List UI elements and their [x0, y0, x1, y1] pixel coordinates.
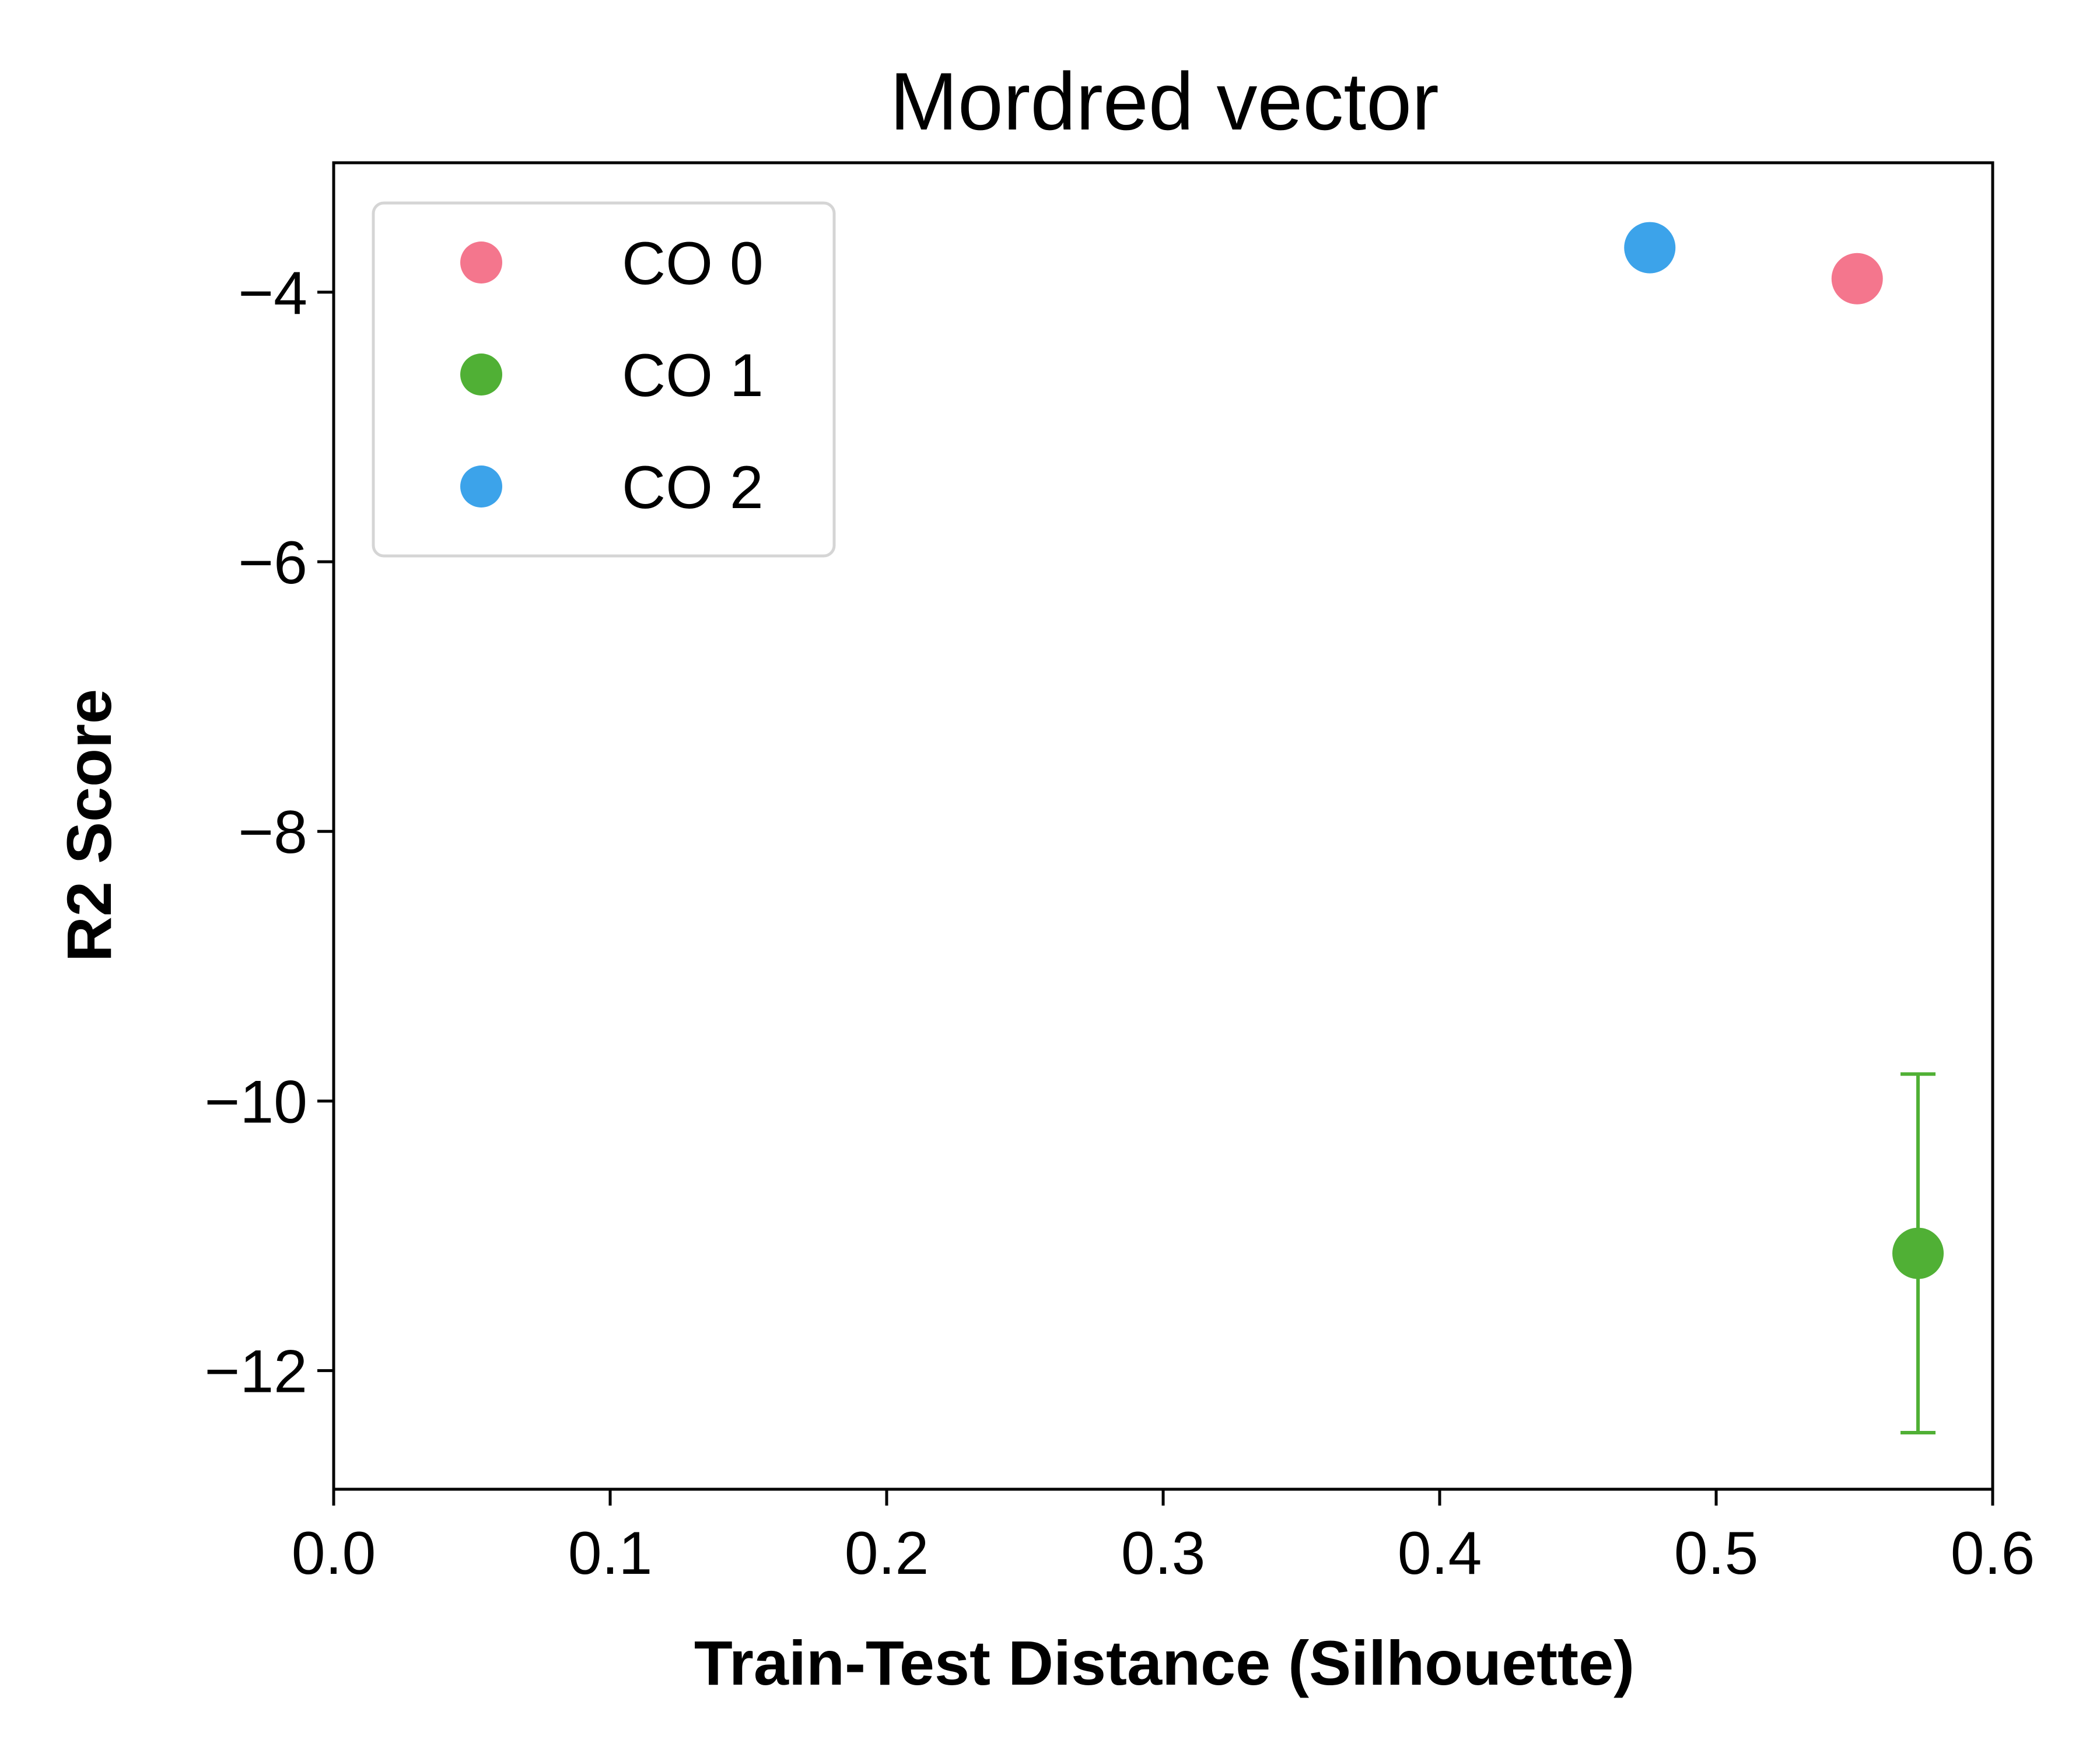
y-tick-label: −8 [238, 799, 307, 866]
legend-marker [460, 466, 502, 508]
x-tick-label: 0.4 [1398, 1520, 1482, 1587]
x-tick-label: 0.3 [1121, 1520, 1206, 1587]
y-tick-label: −4 [238, 260, 307, 327]
x-tick-label: 0.5 [1674, 1520, 1759, 1587]
x-tick-label: 0.2 [845, 1520, 929, 1587]
y-tick-label: −6 [238, 529, 307, 597]
y-axis: −4 −6 −8 −10 −12 [205, 260, 334, 1406]
legend-label: CO 1 [622, 342, 764, 410]
y-axis-label: R2 Score [54, 689, 124, 962]
x-axis: 0.0 0.1 0.2 0.3 0.4 0.5 0.6 [292, 1489, 2035, 1587]
legend-marker [460, 354, 502, 396]
plot-area [1624, 222, 1944, 1434]
y-tick-label: −10 [205, 1068, 307, 1136]
legend-label: CO 2 [622, 454, 764, 522]
data-point [1892, 1227, 1944, 1279]
legend: CO 0 CO 1 CO 2 [372, 201, 836, 558]
x-tick-label: 0.0 [292, 1520, 376, 1587]
chart-title: Mordred vector [890, 55, 1438, 147]
x-tick-label: 0.1 [568, 1520, 653, 1587]
x-axis-label: Train-Test Distance (Silhouette) [694, 1628, 1634, 1698]
x-tick-label: 0.6 [1951, 1520, 2035, 1587]
y-tick-label: −12 [205, 1338, 307, 1406]
legend-box [372, 201, 836, 558]
axes-frame [332, 161, 1994, 1491]
legend-label: CO 0 [622, 230, 764, 298]
data-point [1831, 253, 1883, 304]
data-point [1624, 222, 1676, 274]
legend-marker [460, 242, 502, 284]
